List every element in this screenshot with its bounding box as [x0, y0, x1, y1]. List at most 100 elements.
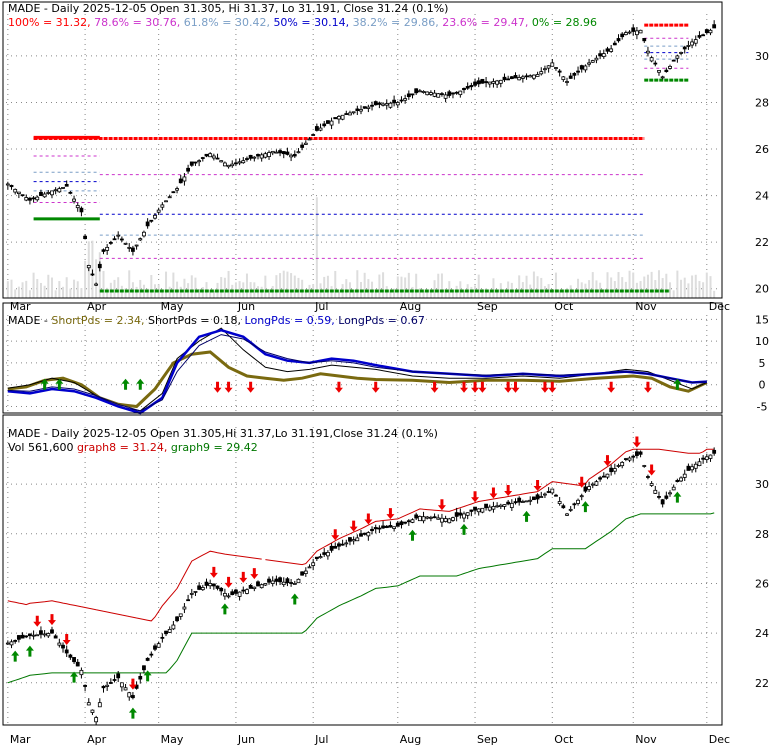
top-candle-body — [120, 239, 123, 240]
volume-bar — [654, 280, 656, 298]
volume-bar — [128, 270, 130, 298]
y-tick-label: 20 — [755, 283, 769, 296]
top-candle-body — [157, 210, 160, 212]
bottom-candle-body — [488, 507, 491, 510]
top-candle-body — [400, 100, 403, 101]
bottom-candle-body — [113, 679, 116, 680]
volume-bar — [55, 290, 57, 298]
bottom-candle-body — [382, 526, 385, 528]
volume-bar — [327, 276, 329, 298]
top-candle-body — [39, 192, 42, 195]
bottom-candle-body — [657, 496, 660, 497]
bottom-candle-body — [139, 676, 142, 679]
top-candle-body — [691, 42, 694, 45]
bottom-candle-body — [415, 515, 418, 518]
y-tick-label: 22 — [755, 677, 769, 690]
top-candle-body — [95, 284, 98, 285]
bottom-candle-body — [404, 522, 407, 523]
volume-bar — [11, 280, 13, 298]
bottom-candle-body — [371, 529, 374, 530]
top-candle-body — [360, 109, 363, 111]
volume-bar — [191, 275, 193, 298]
bottom-candle-body — [654, 490, 657, 493]
bottom-candle-body — [282, 582, 285, 584]
top-candle-body — [540, 72, 543, 74]
volume-bar — [279, 273, 281, 298]
top-candle-body — [643, 38, 646, 40]
top-candle-body — [624, 33, 627, 35]
bottom-candle-body — [28, 634, 31, 636]
bottom-legend-title: MADE - Daily 2025-12-05 Open 31.305,Hi 3… — [8, 427, 438, 440]
bottom-candle-body — [635, 452, 638, 456]
bottom-candle-body — [665, 496, 668, 498]
volume-bar — [224, 278, 226, 298]
y-tick-label: 30 — [755, 50, 769, 63]
volume-bar — [117, 277, 119, 298]
volume-bar — [73, 280, 75, 298]
top-candle-body — [172, 192, 175, 193]
top-candle-body — [371, 105, 374, 106]
bottom-candle-body — [606, 474, 609, 477]
volume-bar — [618, 272, 620, 298]
x-tick-label-bottom: Aug — [400, 733, 421, 745]
top-candle-body — [415, 89, 418, 93]
volume-bar — [606, 272, 608, 298]
volume-bar — [691, 275, 693, 298]
top-candle-body — [680, 52, 683, 53]
bottom-candle-body — [385, 526, 388, 527]
y-tick-label: 24 — [755, 190, 769, 203]
top-candle-body — [135, 245, 138, 246]
bottom-candle-body — [676, 480, 679, 481]
x-tick-label-bottom: Jun — [237, 733, 255, 745]
top-candle-body — [124, 243, 127, 244]
bottom-candle-body — [176, 617, 179, 621]
volume-bar — [84, 261, 86, 298]
bottom-candle-body — [312, 563, 315, 566]
top-candle-body — [628, 32, 631, 33]
x-tick-label-bottom: Oct — [554, 733, 574, 745]
volume-bar — [114, 280, 116, 298]
top-candle-body — [21, 195, 24, 196]
bottom-candle-body — [536, 495, 539, 499]
bottom-candle-body — [264, 583, 267, 585]
bottom-candle-body — [271, 581, 274, 584]
top-candle-body — [249, 155, 252, 158]
volume-bar — [695, 275, 697, 298]
top-legend-fib-item: 50% = 30.14, — [273, 16, 352, 29]
volume-bar — [540, 278, 542, 298]
top-candle-body — [319, 128, 322, 130]
bottom-candle-body — [21, 635, 24, 638]
volume-bar — [29, 290, 31, 298]
bottom-candle-body — [69, 655, 72, 657]
volume-bar — [150, 275, 152, 298]
top-candle-body — [14, 189, 17, 192]
volume-bar — [614, 281, 616, 298]
bottom-candle-body — [109, 682, 112, 683]
top-candle-body — [477, 81, 480, 84]
top-candle-body — [374, 102, 377, 105]
top-candle-body — [348, 113, 351, 115]
top-candle-body — [286, 152, 289, 154]
volume-bar — [702, 282, 704, 298]
bottom-candle-body — [610, 468, 613, 472]
top-candle-body — [304, 143, 307, 144]
bottom-candle-body — [198, 586, 201, 590]
bottom-candle-body — [80, 670, 83, 674]
bottom-candle-body — [713, 450, 716, 453]
top-candle-body — [282, 152, 285, 154]
top-candle-body — [176, 189, 179, 191]
top-candle-body — [514, 75, 517, 78]
top-candle-body — [551, 63, 554, 66]
top-candle-body — [672, 60, 675, 61]
bottom-candle-body — [628, 458, 631, 460]
top-candle-body — [216, 158, 219, 159]
bottom-candle-body — [245, 590, 248, 594]
top-candle-body — [503, 77, 506, 80]
top-candle-body — [687, 45, 690, 46]
bottom-candle-body — [87, 703, 90, 705]
top-candle-body — [591, 61, 594, 63]
volume-bar — [665, 274, 667, 298]
top-candle-body — [573, 73, 576, 75]
bottom-candle-body — [84, 685, 87, 686]
